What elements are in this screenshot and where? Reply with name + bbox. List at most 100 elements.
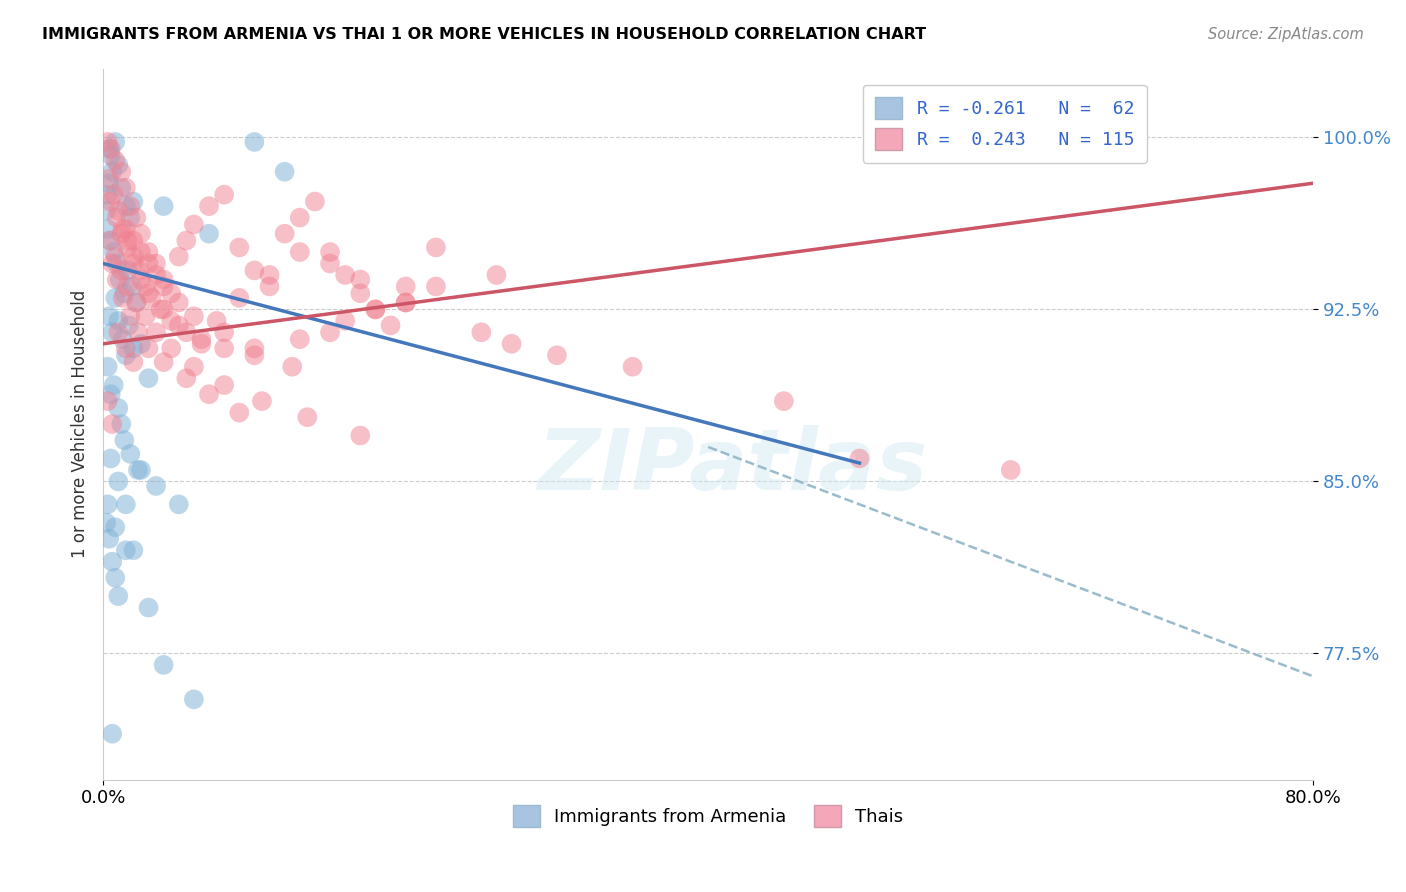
Point xyxy=(134,310,156,324)
Point xyxy=(125,295,148,310)
Point xyxy=(183,692,205,706)
Point xyxy=(621,359,644,374)
Point xyxy=(183,310,205,324)
Point xyxy=(128,263,150,277)
Point xyxy=(470,326,492,340)
Point xyxy=(141,291,163,305)
Point xyxy=(122,256,145,270)
Point xyxy=(273,227,295,241)
Point xyxy=(228,240,250,254)
Point xyxy=(198,199,221,213)
Point xyxy=(176,326,198,340)
Point xyxy=(138,342,160,356)
Point xyxy=(120,199,142,213)
Point xyxy=(250,394,273,409)
Point xyxy=(129,227,152,241)
Point xyxy=(138,245,160,260)
Point xyxy=(101,555,124,569)
Point xyxy=(122,250,145,264)
Point xyxy=(152,657,174,672)
Point xyxy=(138,286,160,301)
Point xyxy=(101,256,124,270)
Point xyxy=(333,314,356,328)
Point xyxy=(212,187,235,202)
Text: ZIPatlas: ZIPatlas xyxy=(537,425,928,508)
Point xyxy=(120,310,142,324)
Point xyxy=(107,314,129,328)
Point xyxy=(138,371,160,385)
Point xyxy=(364,302,387,317)
Point xyxy=(97,222,120,236)
Point xyxy=(149,302,172,317)
Point xyxy=(97,394,120,409)
Point xyxy=(167,318,190,333)
Point xyxy=(243,342,266,356)
Point xyxy=(114,181,136,195)
Point xyxy=(105,256,128,270)
Point xyxy=(288,245,311,260)
Point xyxy=(127,326,149,340)
Point xyxy=(127,463,149,477)
Point xyxy=(122,342,145,356)
Point xyxy=(117,240,139,254)
Point xyxy=(138,600,160,615)
Point xyxy=(104,153,127,168)
Point xyxy=(364,302,387,317)
Point xyxy=(103,187,125,202)
Point xyxy=(107,401,129,415)
Point xyxy=(160,286,183,301)
Point xyxy=(288,211,311,225)
Point xyxy=(319,256,342,270)
Point xyxy=(183,359,205,374)
Point xyxy=(152,199,174,213)
Point xyxy=(104,571,127,585)
Point xyxy=(125,211,148,225)
Point xyxy=(198,227,221,241)
Point xyxy=(183,218,205,232)
Point xyxy=(104,135,127,149)
Point xyxy=(98,532,121,546)
Point xyxy=(107,158,129,172)
Point xyxy=(104,520,127,534)
Point xyxy=(114,342,136,356)
Point xyxy=(117,279,139,293)
Point xyxy=(125,295,148,310)
Point xyxy=(101,417,124,431)
Point xyxy=(190,332,212,346)
Point xyxy=(167,497,190,511)
Point xyxy=(97,135,120,149)
Point xyxy=(243,263,266,277)
Point xyxy=(100,142,122,156)
Point xyxy=(349,428,371,442)
Point xyxy=(319,245,342,260)
Point xyxy=(167,250,190,264)
Point xyxy=(152,355,174,369)
Point xyxy=(145,479,167,493)
Point xyxy=(129,245,152,260)
Point xyxy=(100,387,122,401)
Point xyxy=(97,359,120,374)
Y-axis label: 1 or more Vehicles in Household: 1 or more Vehicles in Household xyxy=(72,290,89,558)
Point xyxy=(122,355,145,369)
Point xyxy=(772,394,794,409)
Point xyxy=(122,234,145,248)
Point xyxy=(120,447,142,461)
Point xyxy=(304,194,326,209)
Point xyxy=(176,371,198,385)
Point xyxy=(104,291,127,305)
Point xyxy=(333,268,356,282)
Point xyxy=(97,497,120,511)
Point xyxy=(112,433,135,447)
Point xyxy=(114,497,136,511)
Point xyxy=(120,211,142,225)
Point xyxy=(108,272,131,286)
Point xyxy=(107,475,129,489)
Point xyxy=(129,272,152,286)
Point xyxy=(107,589,129,603)
Point xyxy=(395,295,418,310)
Point xyxy=(100,149,122,163)
Point xyxy=(259,279,281,293)
Text: Source: ZipAtlas.com: Source: ZipAtlas.com xyxy=(1208,27,1364,42)
Point xyxy=(425,279,447,293)
Point xyxy=(319,326,342,340)
